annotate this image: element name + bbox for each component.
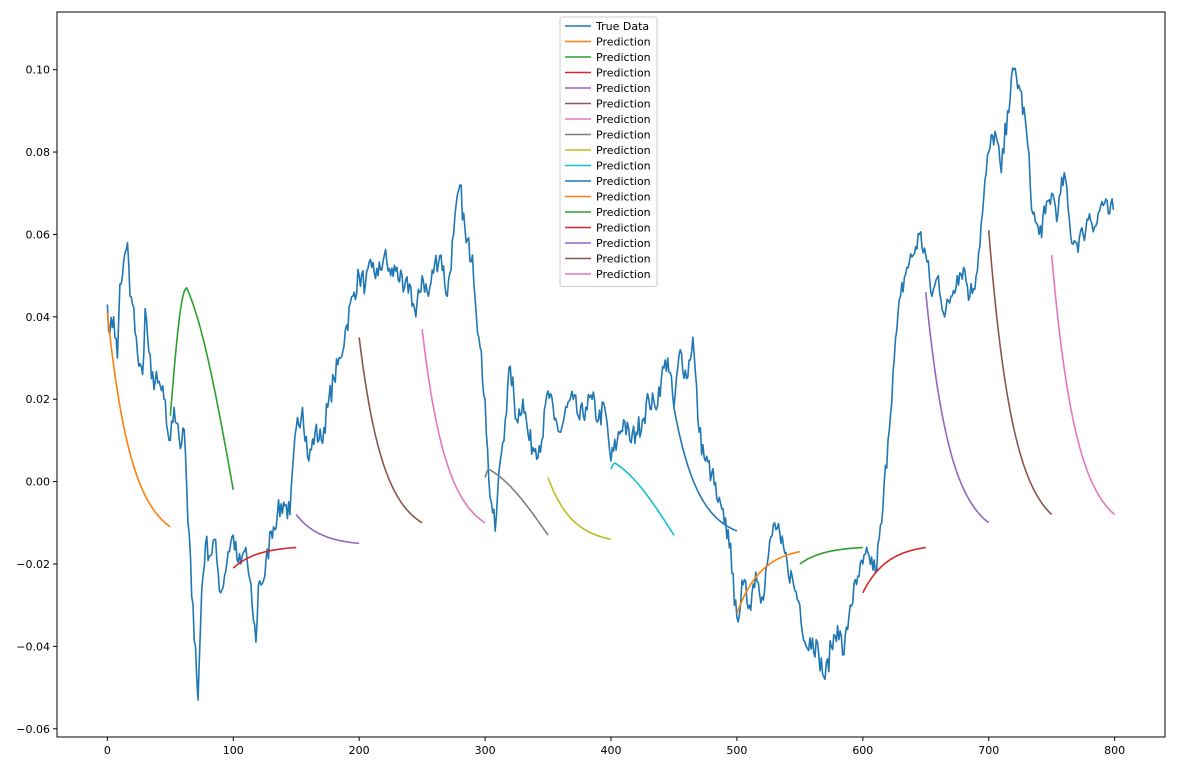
prediction-line-13 — [862, 546, 926, 594]
y-tick-label: −0.02 — [16, 558, 50, 571]
x-tick-label: 100 — [223, 744, 244, 757]
x-tick-label: 700 — [978, 744, 999, 757]
prediction-line-8 — [547, 477, 612, 541]
y-tick-label: 0.00 — [26, 476, 51, 489]
prediction-line-16 — [1050, 254, 1116, 516]
x-tick-label: 200 — [349, 744, 370, 757]
y-tick-label: 0.02 — [26, 393, 51, 406]
prediction-line-12 — [799, 546, 863, 565]
legend-label: Prediction — [596, 175, 651, 188]
prediction-line-5 — [358, 337, 423, 524]
legend-label: Prediction — [596, 222, 651, 235]
y-tick-label: 0.04 — [26, 311, 51, 324]
legend-label: Prediction — [596, 160, 651, 173]
legend-label: Prediction — [596, 191, 651, 204]
legend-label: True Data — [595, 20, 649, 33]
prediction-line-1 — [106, 312, 171, 528]
prediction-line-4 — [295, 514, 360, 545]
prediction-line-11 — [736, 550, 801, 614]
prediction-line-2 — [169, 286, 235, 490]
legend: True Data Prediction Prediction Prediction P… — [559, 16, 658, 287]
x-tick-label: 800 — [1104, 744, 1125, 757]
y-tick-label: 0.10 — [26, 64, 51, 77]
x-tick-label: 600 — [852, 744, 873, 757]
y-tick-label: 0.06 — [26, 228, 51, 241]
x-tick-label: 400 — [601, 744, 622, 757]
legend-box — [559, 16, 658, 287]
x-tick-label: 300 — [475, 744, 496, 757]
legend-label: Prediction — [596, 67, 651, 80]
x-tick-label: 500 — [726, 744, 747, 757]
prediction-line-9 — [610, 462, 675, 536]
prediction-line-6 — [421, 329, 486, 524]
legend-label: Prediction — [596, 82, 651, 95]
legend-label: Prediction — [596, 268, 651, 281]
prediction-line-15 — [987, 230, 1053, 516]
legend-label: Prediction — [596, 206, 651, 219]
series-layer — [106, 67, 1116, 701]
prediction-line-10 — [673, 407, 738, 532]
legend-label: Prediction — [596, 98, 651, 111]
x-tick-label: 0 — [104, 744, 111, 757]
prediction-line-3 — [232, 546, 297, 569]
legend-label: Prediction — [596, 253, 651, 266]
legend-label: Prediction — [596, 113, 651, 126]
legend-label: Prediction — [596, 51, 651, 64]
legend-label: Prediction — [596, 36, 651, 49]
axes-layer: 0 100 200 300 400 500 600 700 800 −0.06 −0.04 −0.02… — [16, 64, 1125, 757]
y-tick-label: −0.04 — [16, 640, 50, 653]
prediction-line-7 — [484, 468, 549, 536]
legend-label: Prediction — [596, 129, 651, 142]
legend-label: Prediction — [596, 237, 651, 250]
true-data-line — [106, 67, 1115, 701]
y-tick-label: 0.08 — [26, 146, 51, 159]
prediction-line-14 — [924, 292, 990, 524]
y-tick-label: −0.06 — [16, 723, 50, 736]
legend-label: Prediction — [596, 144, 651, 157]
